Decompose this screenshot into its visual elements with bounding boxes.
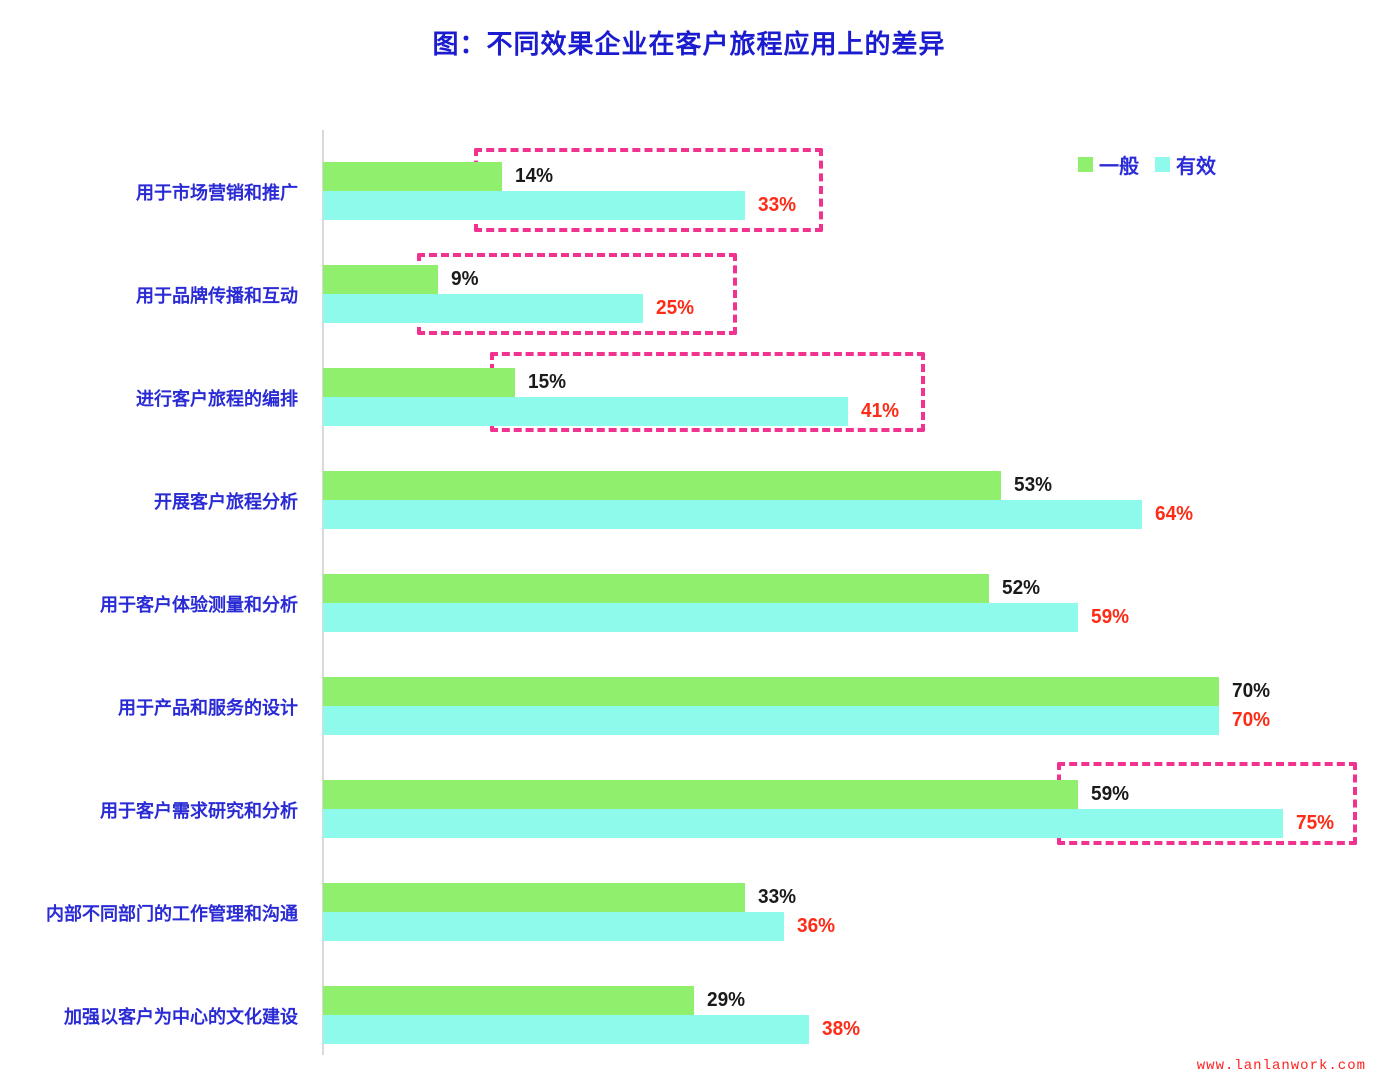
value-label-general: 53% [1014,474,1053,496]
plot-area: 用于市场营销和推广 14% 33% 用于品牌传播和互动 9% 25% 进行客户旅… [0,130,1378,1067]
bar-effective [323,191,745,220]
bar-general [323,368,515,397]
bar-effective [323,603,1078,632]
category-label: 用于客户体验测量和分析 [100,594,298,615]
value-label-general: 14% [515,165,554,187]
chart-row: 进行客户旅程的编排 15% 41% [0,346,1378,449]
bar-general [323,780,1078,809]
rows-container: 用于市场营销和推广 14% 33% 用于品牌传播和互动 9% 25% 进行客户旅… [0,140,1378,1067]
legend: 一般 有效 [1078,150,1216,179]
chart-row: 用于客户需求研究和分析 59% 75% [0,758,1378,861]
bar-general [323,986,694,1015]
value-label-general: 29% [707,989,746,1011]
legend-label-effective: 有效 [1176,156,1216,178]
chart-row: 用于客户体验测量和分析 52% 59% [0,552,1378,655]
bar-general [323,265,438,294]
value-label-effective: 25% [656,297,695,319]
legend-item-general: 一般 [1078,150,1139,179]
bar-effective [323,294,643,323]
chart-title: 图：不同效果企业在客户旅程应用上的差异 [432,29,946,59]
legend-label-general: 一般 [1099,156,1139,178]
bar-effective [323,1015,809,1044]
value-label-effective: 33% [758,194,797,216]
bar-effective [323,397,848,426]
bar-general [323,883,745,912]
value-label-effective: 41% [861,400,900,422]
chart-row: 加强以客户为中心的文化建设 29% 38% [0,964,1378,1067]
value-label-effective: 64% [1155,503,1194,525]
value-label-general: 9% [451,268,479,290]
chart-row: 用于产品和服务的设计 70% 70% [0,655,1378,758]
bar-general [323,677,1219,706]
category-label: 进行客户旅程的编排 [136,388,298,409]
chart-row: 用于品牌传播和互动 9% 25% [0,243,1378,346]
value-label-general: 52% [1002,577,1041,599]
category-label: 开展客户旅程分析 [154,491,298,512]
category-label: 用于客户需求研究和分析 [100,800,298,821]
bar-general [323,162,502,191]
value-label-general: 59% [1091,783,1130,805]
legend-item-effective: 有效 [1155,150,1216,179]
category-label: 用于市场营销和推广 [136,182,298,203]
chart-row: 用于市场营销和推广 14% 33% [0,140,1378,243]
bar-effective [323,500,1142,529]
value-label-general: 70% [1232,680,1271,702]
bar-general [323,471,1001,500]
category-label: 用于品牌传播和互动 [136,285,298,306]
watermark: www.lanlanwork.com [1196,1058,1366,1074]
value-label-effective: 36% [797,915,836,937]
value-label-effective: 38% [822,1018,861,1040]
bar-effective [323,706,1219,735]
bar-general [323,574,989,603]
bar-effective [323,809,1283,838]
chart-row: 内部不同部门的工作管理和沟通 33% 36% [0,861,1378,964]
legend-swatch-general-icon [1078,157,1093,172]
value-label-effective: 59% [1091,606,1130,628]
value-label-general: 33% [758,886,797,908]
chart-row: 开展客户旅程分析 53% 64% [0,449,1378,552]
value-label-effective: 70% [1232,709,1271,731]
bar-effective [323,912,784,941]
value-label-general: 15% [528,371,567,393]
category-label: 内部不同部门的工作管理和沟通 [46,903,298,924]
category-label: 用于产品和服务的设计 [118,697,298,718]
category-label: 加强以客户为中心的文化建设 [64,1006,298,1027]
legend-swatch-effective-icon [1155,157,1170,172]
value-label-effective: 75% [1296,812,1335,834]
